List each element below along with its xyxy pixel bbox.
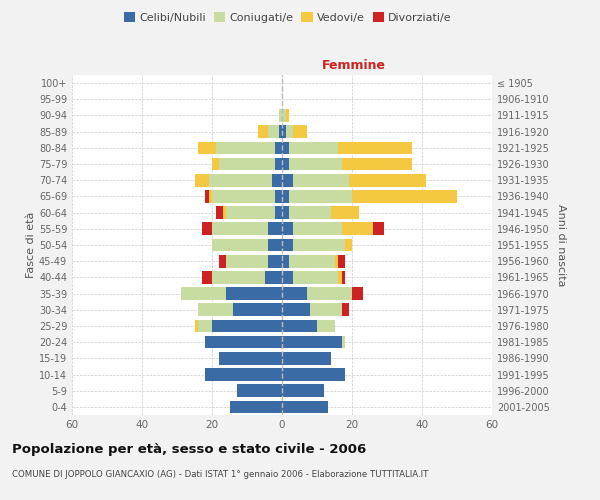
Bar bbox=[202, 271, 212, 283]
Bar bbox=[233, 304, 282, 316]
Bar bbox=[310, 304, 341, 316]
Bar bbox=[219, 158, 275, 170]
Bar bbox=[215, 206, 223, 219]
Bar bbox=[282, 109, 286, 122]
Bar bbox=[282, 336, 341, 348]
Bar bbox=[282, 206, 289, 219]
Bar bbox=[265, 271, 282, 283]
Bar bbox=[278, 126, 282, 138]
Bar bbox=[282, 255, 289, 268]
Text: Femmine: Femmine bbox=[322, 58, 385, 71]
Bar bbox=[198, 320, 212, 332]
Text: COMUNE DI JOPPOLO GIANCAXIO (AG) - Dati ISTAT 1° gennaio 2006 - Elaborazione TUT: COMUNE DI JOPPOLO GIANCAXIO (AG) - Dati … bbox=[12, 470, 428, 479]
Bar bbox=[212, 158, 219, 170]
Bar bbox=[268, 238, 282, 252]
Bar bbox=[223, 206, 226, 219]
Bar bbox=[338, 255, 345, 268]
Bar bbox=[317, 320, 335, 332]
Bar bbox=[293, 174, 349, 186]
Bar bbox=[275, 158, 282, 170]
Bar bbox=[268, 126, 278, 138]
Bar bbox=[181, 288, 226, 300]
Bar bbox=[335, 255, 338, 268]
Bar bbox=[341, 158, 412, 170]
Bar bbox=[349, 174, 425, 186]
Bar bbox=[215, 142, 275, 154]
Bar bbox=[282, 174, 293, 186]
Bar bbox=[293, 222, 341, 235]
Bar bbox=[341, 222, 373, 235]
Bar bbox=[282, 222, 293, 235]
Bar bbox=[275, 190, 282, 202]
Bar bbox=[282, 190, 289, 202]
Bar bbox=[282, 142, 289, 154]
Bar bbox=[219, 352, 282, 364]
Bar bbox=[275, 142, 282, 154]
Bar bbox=[257, 126, 268, 138]
Text: Popolazione per età, sesso e stato civile - 2006: Popolazione per età, sesso e stato civil… bbox=[12, 442, 366, 456]
Bar bbox=[331, 206, 359, 219]
Bar bbox=[293, 271, 338, 283]
Bar bbox=[282, 238, 293, 252]
Legend: Celibi/Nubili, Coniugati/e, Vedovi/e, Divorziati/e: Celibi/Nubili, Coniugati/e, Vedovi/e, Di… bbox=[120, 8, 456, 28]
Bar bbox=[205, 336, 282, 348]
Y-axis label: Fasce di età: Fasce di età bbox=[26, 212, 36, 278]
Bar bbox=[212, 190, 275, 202]
Bar bbox=[205, 190, 209, 202]
Bar bbox=[282, 320, 317, 332]
Bar bbox=[286, 126, 293, 138]
Bar bbox=[282, 384, 324, 397]
Bar bbox=[194, 174, 209, 186]
Bar bbox=[205, 368, 282, 381]
Bar bbox=[226, 206, 275, 219]
Bar bbox=[341, 271, 345, 283]
Bar bbox=[212, 271, 265, 283]
Bar bbox=[282, 304, 310, 316]
Bar bbox=[293, 126, 307, 138]
Bar bbox=[268, 255, 282, 268]
Bar bbox=[293, 238, 345, 252]
Bar bbox=[202, 222, 212, 235]
Bar bbox=[282, 158, 289, 170]
Bar bbox=[341, 304, 349, 316]
Bar bbox=[282, 352, 331, 364]
Bar bbox=[212, 320, 282, 332]
Bar bbox=[338, 271, 341, 283]
Bar bbox=[289, 142, 338, 154]
Bar bbox=[271, 174, 282, 186]
Bar bbox=[198, 304, 233, 316]
Bar bbox=[226, 255, 268, 268]
Bar bbox=[307, 288, 352, 300]
Bar bbox=[352, 288, 362, 300]
Bar bbox=[212, 238, 268, 252]
Bar bbox=[236, 384, 282, 397]
Bar bbox=[219, 255, 226, 268]
Bar bbox=[278, 109, 282, 122]
Bar bbox=[209, 174, 271, 186]
Bar bbox=[226, 288, 282, 300]
Bar bbox=[275, 206, 282, 219]
Bar bbox=[289, 255, 335, 268]
Bar bbox=[373, 222, 383, 235]
Bar bbox=[229, 400, 282, 413]
Bar bbox=[282, 271, 293, 283]
Bar bbox=[289, 158, 341, 170]
Bar bbox=[341, 336, 345, 348]
Bar bbox=[268, 222, 282, 235]
Bar bbox=[194, 320, 198, 332]
Y-axis label: Anni di nascita: Anni di nascita bbox=[556, 204, 566, 286]
Bar bbox=[282, 126, 286, 138]
Bar bbox=[209, 190, 212, 202]
Bar bbox=[212, 222, 268, 235]
Bar bbox=[282, 400, 328, 413]
Bar bbox=[345, 238, 352, 252]
Bar bbox=[289, 190, 352, 202]
Bar bbox=[198, 142, 215, 154]
Bar bbox=[282, 288, 307, 300]
Bar bbox=[352, 190, 457, 202]
Bar bbox=[289, 206, 331, 219]
Bar bbox=[338, 142, 412, 154]
Bar bbox=[282, 368, 345, 381]
Bar bbox=[286, 109, 289, 122]
